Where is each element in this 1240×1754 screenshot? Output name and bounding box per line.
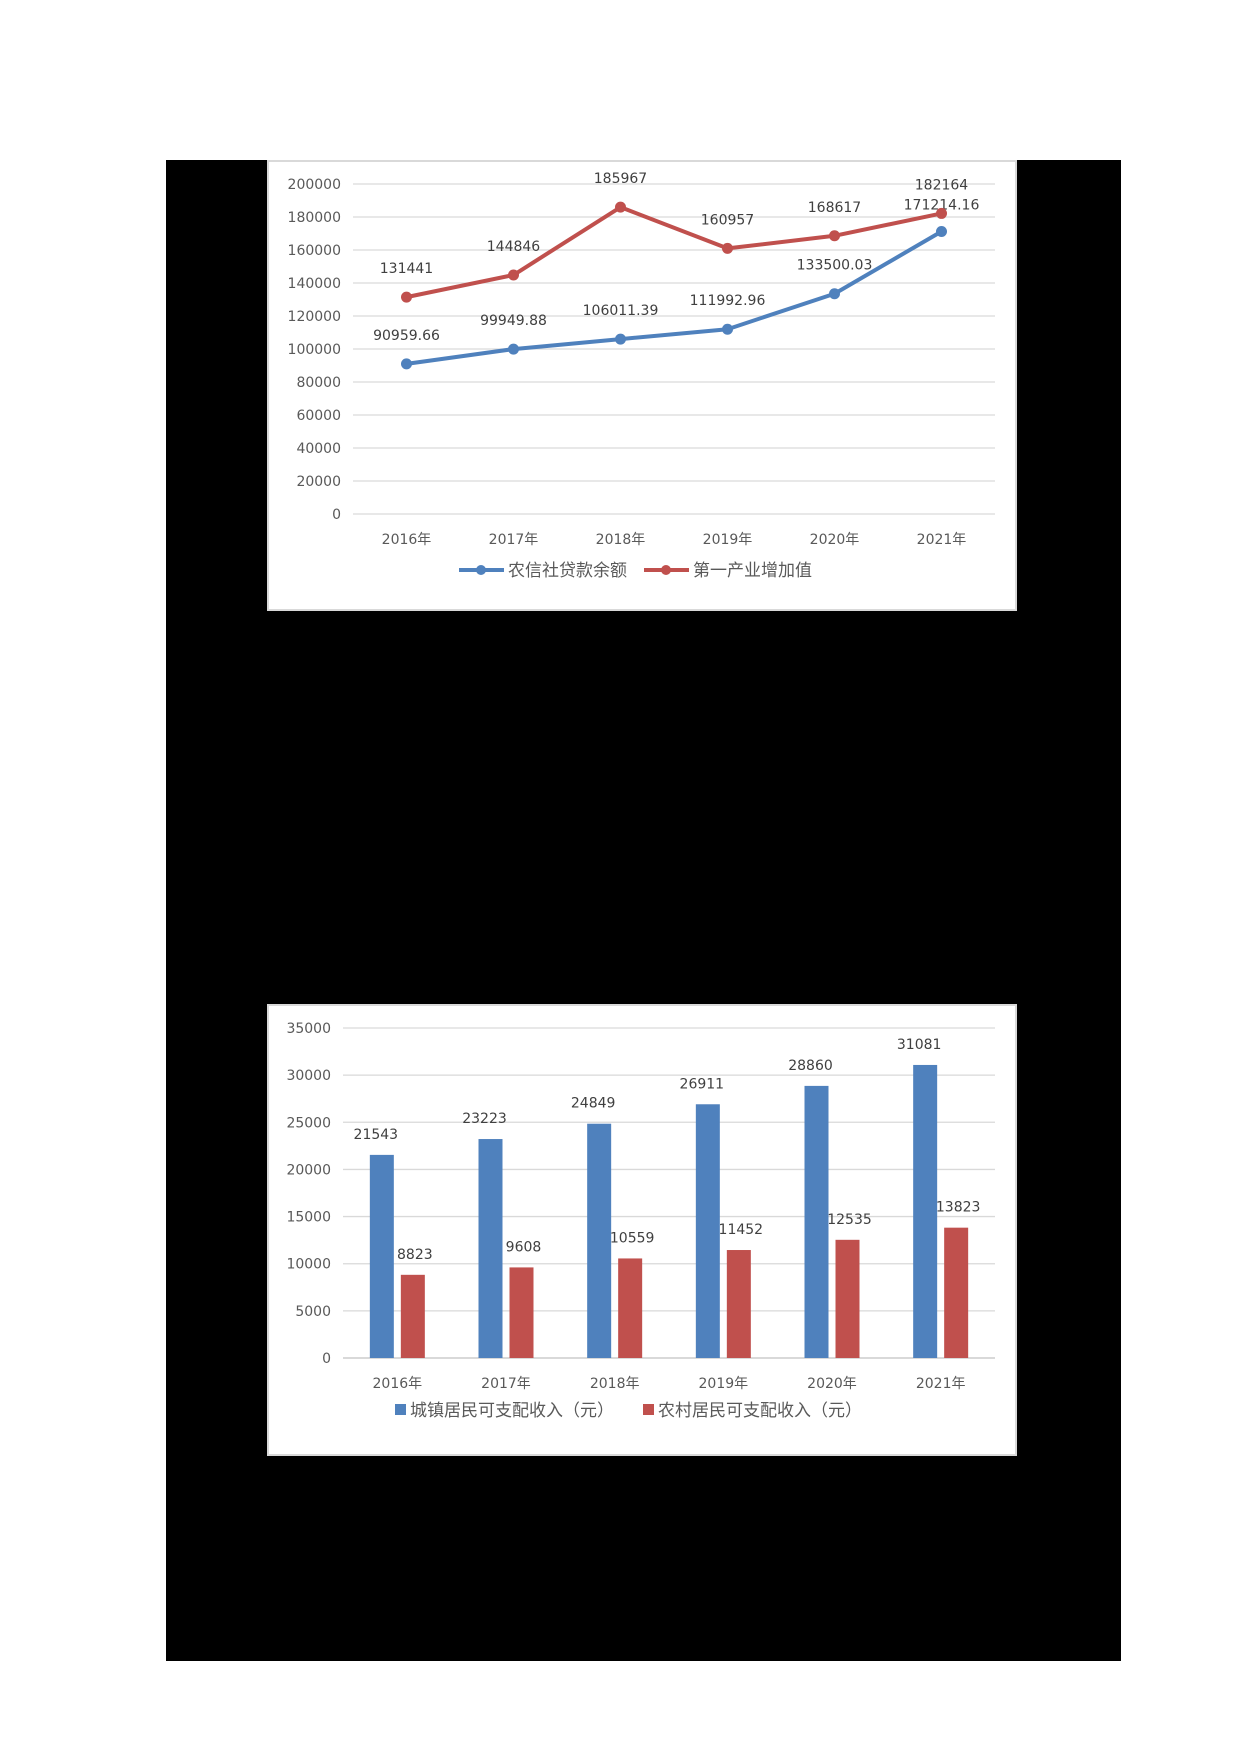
data-label: 133500.03 bbox=[797, 258, 873, 274]
x-tick-label: 2018年 bbox=[596, 532, 646, 548]
x-tick-label: 2016年 bbox=[373, 1376, 423, 1392]
data-label: 26911 bbox=[680, 1076, 725, 1092]
data-point-marker bbox=[829, 288, 840, 300]
y-tick-label: 15000 bbox=[286, 1210, 331, 1226]
x-tick-label: 2021年 bbox=[917, 532, 967, 548]
data-label: 24849 bbox=[571, 1096, 616, 1112]
bar bbox=[509, 1267, 534, 1358]
bar bbox=[369, 1154, 394, 1358]
legend-marker-icon bbox=[476, 565, 486, 575]
data-label: 160957 bbox=[701, 212, 754, 228]
series-line-1 bbox=[406, 205, 942, 300]
data-label: 168617 bbox=[808, 200, 861, 216]
x-tick-label: 2020年 bbox=[810, 532, 860, 548]
legend-marker-icon bbox=[661, 565, 671, 575]
y-tick-label: 160000 bbox=[288, 243, 341, 259]
x-tick-label: 2017年 bbox=[489, 532, 539, 548]
y-tick-label: 180000 bbox=[288, 210, 341, 226]
y-tick-label: 30000 bbox=[286, 1068, 331, 1084]
data-label: 99949.88 bbox=[480, 313, 547, 329]
data-label: 10559 bbox=[610, 1230, 655, 1246]
y-tick-label: 40000 bbox=[296, 441, 341, 457]
legend-label: 农村居民可支配收入（元） bbox=[658, 1401, 862, 1421]
x-tick-label: 2019年 bbox=[703, 532, 753, 548]
data-label: 171214.16 bbox=[904, 197, 980, 213]
y-tick-label: 10000 bbox=[286, 1257, 331, 1273]
data-label: 12535 bbox=[827, 1212, 872, 1228]
bar bbox=[804, 1085, 829, 1358]
data-label: 11452 bbox=[719, 1222, 764, 1238]
line-chart-loans-vs-primary-industry: 0 20000 40000 60000 80000 100000 120000 140000 1… bbox=[267, 160, 1017, 611]
data-label: 13823 bbox=[936, 1200, 981, 1216]
data-point-marker bbox=[615, 201, 626, 213]
y-tick-label: 60000 bbox=[296, 408, 341, 424]
bar-chart-canvas: 0 5000 10000 15000 20000 25000 30000 35000 2016年… bbox=[286, 1021, 995, 1421]
data-point-marker bbox=[722, 242, 733, 254]
data-point-marker bbox=[722, 323, 733, 335]
data-label: 28860 bbox=[788, 1058, 833, 1074]
data-label: 90959.66 bbox=[373, 328, 440, 344]
data-point-marker bbox=[508, 269, 519, 281]
data-point-marker bbox=[936, 207, 947, 219]
legend-label: 城镇居民可支配收入（元） bbox=[410, 1401, 614, 1421]
data-point-marker bbox=[615, 333, 626, 345]
data-label: 144846 bbox=[487, 239, 541, 255]
data-label: 31081 bbox=[897, 1037, 942, 1053]
y-tick-label: 0 bbox=[332, 507, 341, 523]
y-tick-label: 20000 bbox=[296, 474, 341, 490]
line-chart-canvas: 0 20000 40000 60000 80000 100000 120000 140000 1… bbox=[288, 171, 995, 581]
bar bbox=[835, 1239, 860, 1358]
y-tick-label: 120000 bbox=[288, 309, 341, 325]
x-tick-label: 2017年 bbox=[481, 1376, 531, 1392]
data-label: 111992.96 bbox=[690, 293, 766, 309]
legend-label: 第一产业增加值 bbox=[693, 561, 812, 581]
data-label: 131441 bbox=[380, 261, 433, 277]
bar bbox=[944, 1227, 969, 1358]
x-tick-label: 2021年 bbox=[916, 1376, 966, 1392]
y-tick-label: 5000 bbox=[295, 1304, 331, 1320]
y-tick-label: 80000 bbox=[296, 375, 341, 391]
y-tick-label: 35000 bbox=[286, 1021, 331, 1037]
data-point-marker bbox=[936, 225, 947, 237]
y-tick-label: 100000 bbox=[288, 342, 341, 358]
x-tick-label: 2018年 bbox=[590, 1376, 640, 1392]
data-point-marker bbox=[401, 291, 412, 303]
x-tick-label: 2019年 bbox=[699, 1376, 749, 1392]
bar bbox=[478, 1139, 503, 1358]
data-label: 9608 bbox=[506, 1239, 542, 1255]
bar bbox=[695, 1104, 720, 1358]
bar bbox=[587, 1123, 612, 1358]
legend-swatch-icon bbox=[395, 1404, 406, 1415]
bar bbox=[618, 1258, 643, 1358]
data-point-marker bbox=[829, 230, 840, 242]
legend-label: 农信社贷款余额 bbox=[508, 561, 627, 581]
data-label: 8823 bbox=[397, 1247, 433, 1263]
data-label: 23223 bbox=[462, 1111, 507, 1127]
x-tick-label: 2016年 bbox=[382, 532, 432, 548]
y-tick-label: 25000 bbox=[286, 1115, 331, 1131]
data-point-marker bbox=[401, 358, 412, 370]
bar bbox=[400, 1274, 425, 1358]
data-label: 106011.39 bbox=[583, 303, 659, 319]
x-tick-label: 2020年 bbox=[807, 1376, 857, 1392]
y-tick-label: 200000 bbox=[288, 177, 341, 193]
y-tick-label: 20000 bbox=[286, 1162, 331, 1178]
bar bbox=[913, 1064, 938, 1358]
bar-chart-disposable-income: 0 5000 10000 15000 20000 25000 30000 35000 2016年… bbox=[267, 1004, 1017, 1456]
data-label: 185967 bbox=[594, 171, 647, 187]
series-line-0 bbox=[406, 229, 943, 366]
bar bbox=[726, 1250, 751, 1358]
y-tick-label: 140000 bbox=[288, 276, 341, 292]
data-point-marker bbox=[508, 343, 519, 355]
data-label: 182164 bbox=[915, 177, 969, 193]
data-label: 21543 bbox=[354, 1127, 399, 1143]
legend-swatch-icon bbox=[643, 1404, 654, 1415]
y-tick-label: 0 bbox=[322, 1351, 331, 1367]
